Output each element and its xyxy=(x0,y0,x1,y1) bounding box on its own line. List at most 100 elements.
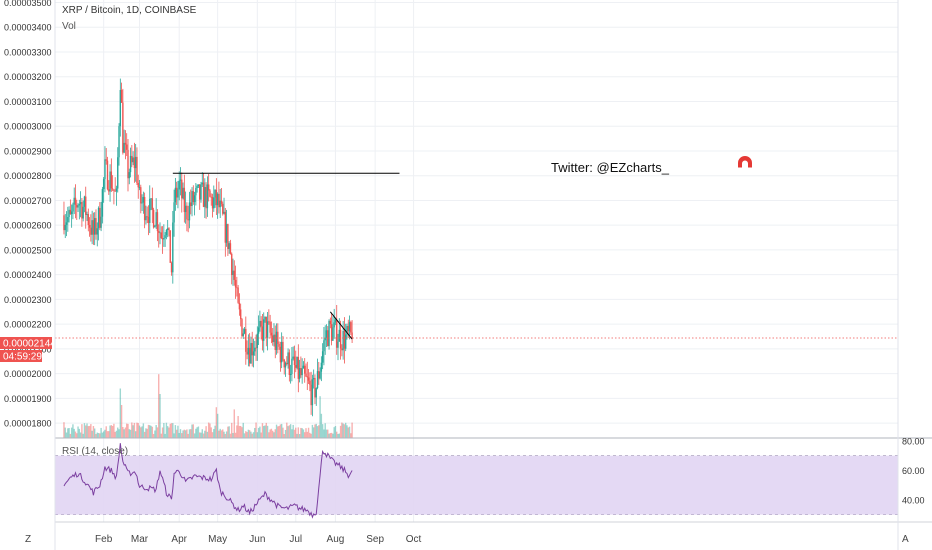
volume-bar xyxy=(152,433,155,438)
volume-bar xyxy=(292,424,294,438)
volume-bar xyxy=(293,429,296,438)
candle-body xyxy=(124,142,127,145)
volume-bar xyxy=(283,434,285,438)
volume-bar xyxy=(225,431,228,438)
candle-body xyxy=(141,202,143,204)
rsi-axis[interactable]: 40.00 60.00 80.00 xyxy=(902,436,925,505)
volume-bar xyxy=(154,430,156,438)
candle-body xyxy=(260,320,262,327)
candle-body xyxy=(328,320,330,347)
candle-body xyxy=(346,325,348,335)
volume-bar xyxy=(255,422,257,438)
volume-bar xyxy=(128,429,130,438)
candle-body xyxy=(101,189,104,217)
candle-body xyxy=(255,347,257,349)
volume-legend[interactable]: Vol xyxy=(62,21,76,32)
candle-body xyxy=(110,171,113,189)
candle-body xyxy=(183,187,186,213)
candle-body xyxy=(288,352,291,376)
descending-trend-line[interactable] xyxy=(329,311,353,340)
candle-body xyxy=(266,321,269,338)
volume-bar xyxy=(193,433,196,438)
price-tick-label: 0.00002500 xyxy=(4,245,52,255)
symbol-title[interactable]: XRP / Bitcoin, 1D, COINBASE xyxy=(62,5,197,16)
candle-body xyxy=(242,333,244,337)
volume-bar xyxy=(108,431,110,438)
volume-bar xyxy=(124,427,127,438)
volume-bar xyxy=(224,433,227,438)
annotation-text[interactable]: Twitter: @EZcharts_ xyxy=(551,160,670,175)
time-axis[interactable]: Feb Mar Apr May Jun Jul Aug Sep Oct xyxy=(95,534,422,545)
candle-body xyxy=(247,347,250,355)
auto-scale-button[interactable]: A xyxy=(902,534,909,545)
candle-body xyxy=(333,322,335,328)
volume-bar xyxy=(114,431,116,438)
volume-bar xyxy=(321,424,324,438)
volume-bar xyxy=(91,430,93,438)
candle-body xyxy=(220,200,223,204)
candle-body xyxy=(278,343,280,347)
candle-body xyxy=(147,216,150,223)
volume-bar xyxy=(222,429,224,438)
candle-body xyxy=(348,322,351,332)
volume-bar xyxy=(254,427,256,438)
candle-body xyxy=(193,195,196,203)
candle-body xyxy=(165,230,168,236)
zoom-button[interactable]: Z xyxy=(25,534,31,545)
volume-bar xyxy=(100,427,102,438)
rsi-legend[interactable]: RSI (14, close) xyxy=(62,446,128,457)
drawings[interactable] xyxy=(172,172,400,340)
candle-body xyxy=(82,206,84,219)
volume-bar xyxy=(241,427,243,438)
price-tick-label: 0.00002400 xyxy=(4,270,52,280)
volume-bar xyxy=(291,429,293,438)
volume-bar xyxy=(83,423,86,438)
candle-body xyxy=(69,209,72,215)
volume-bar xyxy=(117,427,119,438)
time-tick-label: Oct xyxy=(406,534,422,545)
candle-body xyxy=(65,222,68,225)
candle-body xyxy=(170,262,173,273)
candle-body xyxy=(129,155,132,173)
volume-bar xyxy=(315,423,317,438)
candle-body xyxy=(319,371,321,379)
candle-body xyxy=(64,224,66,231)
volume-bar xyxy=(170,423,173,438)
price-axis[interactable]: 0.00001800 0.00001900 0.00002000 0.00002100… xyxy=(4,0,52,429)
candle-body xyxy=(209,190,211,197)
price-tick-label: 0.00003300 xyxy=(4,47,52,57)
time-tick-label: Jun xyxy=(249,534,265,545)
candle-body xyxy=(204,187,206,207)
volume-bar xyxy=(131,422,133,438)
candle-body xyxy=(92,220,95,235)
candle-body xyxy=(88,225,91,228)
candle-body xyxy=(213,197,215,209)
volume-bar xyxy=(343,424,346,438)
candle-body xyxy=(159,232,161,234)
volume-bar xyxy=(142,423,145,438)
volume-bar xyxy=(122,427,124,438)
candle-body xyxy=(284,362,287,368)
volume-bar xyxy=(138,425,141,438)
volume-bar xyxy=(257,427,260,438)
time-tick-label: Sep xyxy=(366,534,384,545)
candle-body xyxy=(123,142,125,153)
candle-body xyxy=(200,184,202,200)
volume-bar xyxy=(297,427,300,438)
volume-bar xyxy=(127,423,129,438)
volume-bar xyxy=(310,433,312,438)
candle-body xyxy=(257,327,260,334)
candle-body xyxy=(145,216,147,221)
volume-bar xyxy=(192,424,195,438)
volume-bar xyxy=(160,433,162,438)
candle-body xyxy=(173,202,175,223)
candle-body xyxy=(134,156,137,169)
volume-bar xyxy=(206,431,209,438)
candle-body xyxy=(100,216,102,228)
candle-body xyxy=(127,149,129,179)
candle-body xyxy=(298,368,301,379)
volume-bar xyxy=(132,425,134,438)
volume-bar xyxy=(97,432,100,438)
magnet-icon[interactable] xyxy=(738,156,752,170)
